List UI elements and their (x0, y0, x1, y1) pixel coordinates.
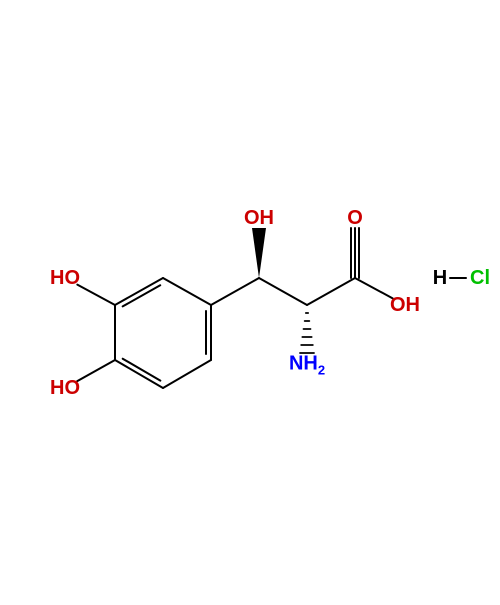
atom-Cl: Cl (470, 268, 490, 288)
atom-H_hcl: H (433, 268, 447, 288)
molecule-svg (0, 0, 500, 600)
atom-N: NH2 (289, 354, 325, 377)
atom-O_benz: OH (244, 208, 274, 228)
atom-O_dbl: O (347, 208, 363, 228)
atom-O_OH: OH (390, 295, 420, 315)
atom-O_3OH: HO (50, 268, 80, 288)
molecule-canvas: HO HO OH NH2 O OH H Cl (0, 0, 500, 600)
atom-O_4OH: HO (50, 378, 80, 398)
